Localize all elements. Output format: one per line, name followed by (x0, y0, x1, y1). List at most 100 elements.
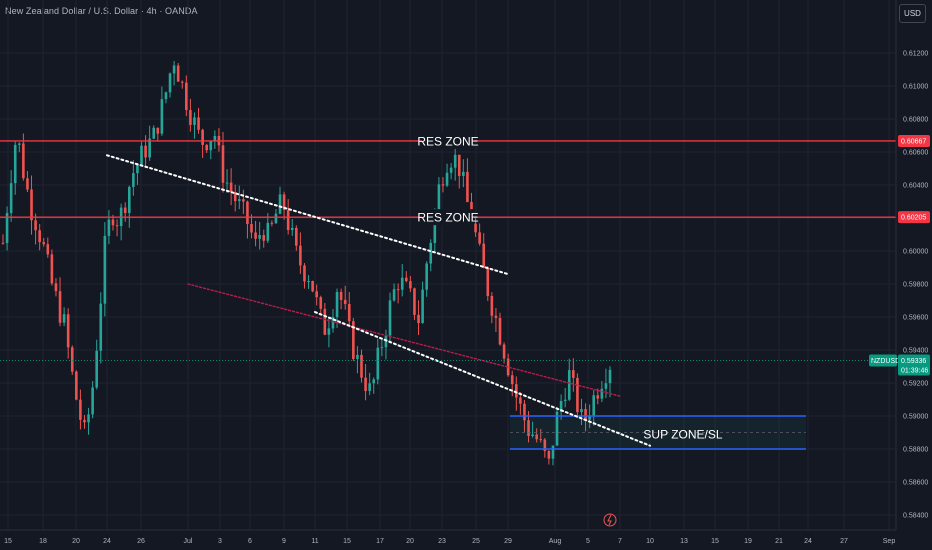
candle-body (103, 235, 107, 304)
candle-body (543, 439, 547, 452)
trendline (106, 154, 509, 276)
candle-body (539, 439, 543, 441)
candle-body (262, 235, 266, 241)
candle-body (396, 289, 400, 291)
candle-body (388, 300, 392, 336)
candle-body (600, 388, 604, 399)
candle-body (494, 315, 498, 319)
candle-body (295, 227, 298, 246)
x-tick-label: 26 (137, 538, 145, 545)
trendline (314, 311, 651, 447)
x-tick-label: 9 (282, 538, 286, 545)
candle-body (50, 254, 54, 284)
candle-body (441, 184, 445, 186)
candle-body (572, 370, 575, 378)
candle-body (510, 375, 514, 385)
candle-body (136, 164, 139, 174)
sup-zone-label: SUP ZONE/SL (643, 428, 722, 442)
candle-body (551, 445, 555, 459)
candle-body (303, 265, 306, 282)
candle-body (1, 242, 5, 244)
candle-body (246, 201, 249, 225)
current-price-text: 0.59336 (901, 358, 926, 365)
y-tick-label: 0.60800 (903, 117, 928, 124)
candle-body (315, 291, 318, 298)
candle-body (221, 145, 225, 183)
candle-body (421, 289, 424, 324)
candle-body (115, 225, 119, 227)
x-tick-label: 7 (618, 538, 622, 545)
candle-body (286, 210, 290, 230)
candle-body (433, 211, 437, 243)
candle-body (486, 268, 490, 297)
candle-body (307, 281, 310, 283)
candle-body (185, 82, 188, 111)
y-tick-label: 0.60000 (903, 249, 928, 256)
y-tick-label: 0.59400 (903, 348, 928, 355)
candle-body (148, 138, 151, 158)
candle-body (38, 230, 41, 243)
x-tick-label: 3 (218, 538, 222, 545)
candle-body (225, 182, 229, 184)
candle-body (327, 328, 331, 335)
candle-body (466, 171, 469, 202)
candle-body (30, 189, 33, 221)
candle-body (372, 379, 376, 384)
candle-body (250, 224, 253, 233)
candle-body (197, 117, 200, 130)
candle-body (405, 277, 408, 282)
x-tick-label: 18 (39, 538, 47, 545)
y-tick-label: 0.59600 (903, 315, 928, 322)
candle-body (111, 219, 115, 226)
candle-body (608, 369, 612, 384)
x-tick-label: 24 (804, 538, 812, 545)
candle-body (368, 383, 371, 392)
candle-body (266, 222, 270, 241)
candle-body (417, 314, 420, 324)
y-tick-label: 0.59000 (903, 414, 928, 421)
candle-body (189, 110, 192, 125)
x-tick-label: 15 (343, 538, 351, 545)
x-tick-label: 11 (311, 538, 318, 545)
candle-body (555, 411, 559, 446)
candle-body (580, 409, 583, 413)
candle-body (237, 199, 241, 202)
x-tick-label: 10 (646, 538, 654, 545)
candle-body (356, 354, 359, 359)
candle-body (209, 140, 213, 151)
candle-body (323, 308, 327, 335)
candle-body (282, 194, 286, 211)
x-tick-label: 15 (4, 538, 12, 545)
candle-body (547, 451, 551, 459)
candle-body (278, 194, 282, 214)
y-tick-label: 0.58600 (903, 480, 928, 487)
candle-body (409, 281, 412, 289)
candle-body (319, 297, 323, 309)
resistance-price-tag (898, 211, 930, 224)
candle-body (523, 403, 526, 421)
candle-body (462, 171, 465, 176)
x-tick-label: 15 (711, 538, 719, 545)
candle-body (474, 223, 477, 233)
candle-body (380, 347, 384, 349)
candle-body (535, 434, 538, 440)
candle-body (213, 135, 217, 141)
candle-body (140, 145, 143, 165)
x-tick-label: 17 (376, 538, 384, 545)
candle-body (343, 299, 347, 305)
currency-button[interactable]: USD (899, 4, 926, 23)
candle-body (445, 172, 449, 186)
candle-body (22, 143, 25, 179)
candle-body (54, 283, 58, 292)
candle-body (46, 244, 50, 255)
candle-body (453, 154, 457, 168)
candle-body (26, 178, 29, 190)
x-tick-label: Aug (549, 538, 562, 545)
candle-body (335, 291, 339, 318)
candle-body (87, 414, 90, 423)
candle-body (107, 219, 111, 236)
candle-body (242, 199, 245, 202)
candle-body (123, 207, 127, 214)
